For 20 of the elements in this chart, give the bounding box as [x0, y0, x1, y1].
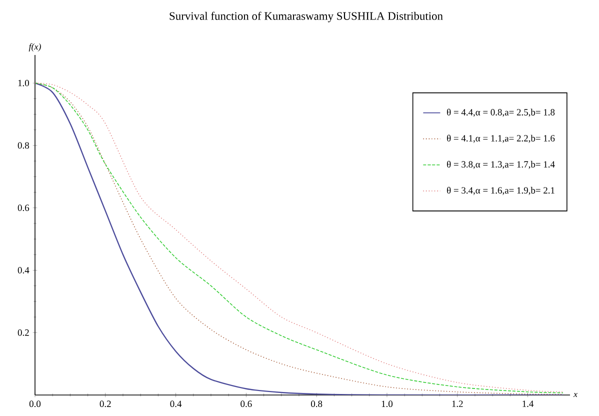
x-tick-label: 0.8 [311, 400, 322, 408]
x-axis-title: x [573, 392, 578, 398]
y-tick-label: 0.2 [18, 329, 29, 336]
x-tick-label: 0.6 [240, 400, 252, 408]
chart-title: Survival function of Kumaraswamy SUSHILA Distribution [170, 12, 443, 22]
x-tick-label: 1.0 [382, 400, 393, 408]
y-tick-label: 1.0 [18, 80, 29, 86]
y-tick-label: 0.4 [18, 267, 30, 274]
y-axis-title: f(x) [28, 43, 41, 52]
y-tick-label: 0.6 [18, 204, 30, 212]
x-tick-label: 0.0 [29, 400, 41, 408]
x-tick-label: 1.2 [452, 400, 463, 408]
x-tick-label: 1.4 [522, 400, 534, 408]
legend-label: θ = 3.8,α = 1.3,a= 1.7,b= 1.4 [447, 160, 555, 169]
legend-label: θ = 4.1,α = 1.1,a= 2.2,b= 1.6 [447, 134, 555, 143]
y-tick-label: 0.8 [18, 142, 29, 149]
legend-label: θ = 4.4,α = 0.8,a= 2.5,b= 1.8 [447, 108, 555, 117]
legend-label: θ = 3.4,α = 1.6,a= 1.9,b= 2.1 [447, 186, 554, 195]
x-tick-label: 0.4 [170, 400, 182, 408]
x-tick-label: 0.2 [100, 400, 111, 408]
